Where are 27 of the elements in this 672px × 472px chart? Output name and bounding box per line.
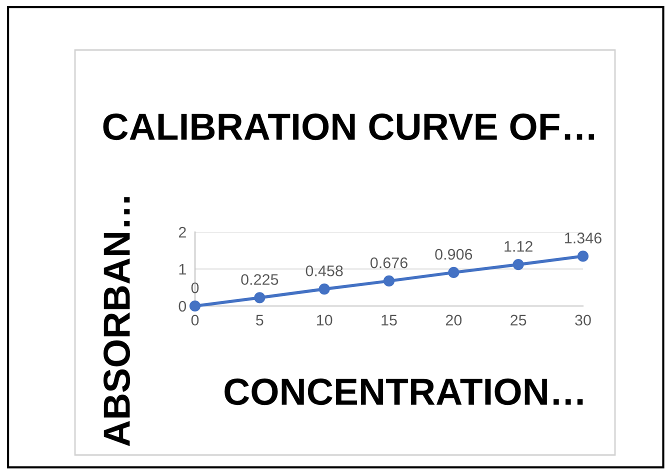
point [448,266,460,278]
x-tick-label: 0 [191,314,199,326]
x-axis-title: CONCENTRATION… [224,378,583,406]
data-label: 0.458 [306,265,343,276]
data-label: 0.676 [370,257,408,268]
x-tick-label: 5 [256,314,264,326]
point [383,275,395,287]
point [189,300,201,312]
data-label: 1.12 [504,241,532,252]
x-tick-label: 25 [510,314,526,326]
data-label: 0.225 [241,274,278,285]
point [512,259,524,270]
chart-title: CALIBRATION CURVE OF… [103,114,594,140]
point [577,250,589,262]
data-label: 0 [191,282,199,294]
y-axis-title: ABSORBAN… [104,197,130,446]
y-tick-label: 1 [179,264,186,275]
point [254,292,266,304]
x-tick-label: 30 [575,314,591,326]
data-label: 1.346 [565,232,602,244]
point [318,284,330,295]
x-tick-label: 20 [446,314,462,326]
y-tick-label: 2 [178,226,186,238]
data-label: 0.906 [435,248,472,260]
x-tick-label: 10 [317,314,332,326]
x-tick-label: 15 [382,314,397,326]
y-tick-label: 0 [178,300,186,312]
